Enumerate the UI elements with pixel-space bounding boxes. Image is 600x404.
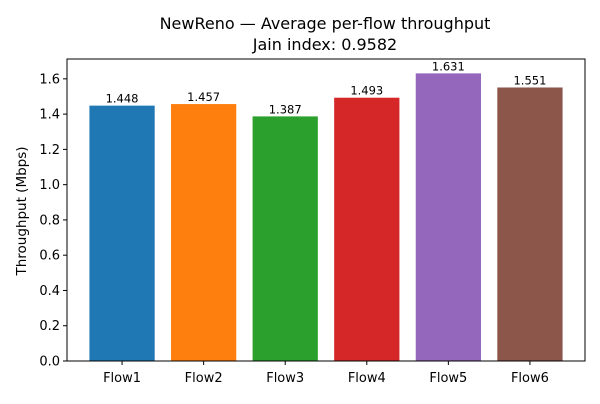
x-tick-label-flow5: Flow5 (429, 371, 467, 386)
y-tick-label-0: 0.0 (39, 355, 60, 370)
bar-flow1 (89, 105, 155, 361)
data-label-flow3: 1.387 (269, 102, 302, 116)
data-label-flow2: 1.457 (187, 90, 220, 104)
x-tick-label-flow4: Flow4 (348, 371, 386, 386)
x-tick-label-flow2: Flow2 (185, 371, 223, 386)
x-tick-label-flow6: Flow6 (511, 371, 549, 386)
plot-area: 1.448 Flow1 1.457 Flow2 1.387 Flow3 1.493 Flow4… (39, 58, 586, 386)
chart-subtitle: Jain index: 0.9582 (252, 35, 397, 54)
y-tick-label-6: 1.2 (39, 143, 60, 158)
x-tick-label-flow3: Flow3 (266, 371, 304, 386)
data-label-flow4: 1.493 (350, 84, 383, 98)
bar-flow4 (334, 97, 400, 362)
data-label-flow6: 1.551 (513, 73, 546, 87)
y-tick-label-2: 0.4 (39, 284, 60, 299)
y-tick-label-1: 0.2 (39, 319, 60, 334)
chart-title: NewReno — Average per-flow throughput (160, 14, 491, 33)
y-tick-label-8: 1.6 (39, 72, 60, 87)
bar-flow6 (497, 87, 563, 361)
bar-flow5 (415, 73, 481, 362)
y-tick-label-7: 1.4 (39, 108, 60, 123)
y-axis-label: Throughput (Mbps) (14, 146, 30, 276)
bar-flow2 (171, 104, 237, 361)
y-tick-label-3: 0.6 (39, 249, 60, 264)
plot-frame (66, 58, 586, 362)
y-tick-label-4: 0.8 (39, 213, 60, 228)
x-tick-label-flow1: Flow1 (103, 371, 141, 386)
data-label-flow1: 1.448 (106, 92, 139, 106)
data-label-flow5: 1.631 (432, 59, 465, 73)
bar-flow3 (252, 116, 318, 362)
y-tick-label-5: 1.0 (39, 178, 60, 193)
